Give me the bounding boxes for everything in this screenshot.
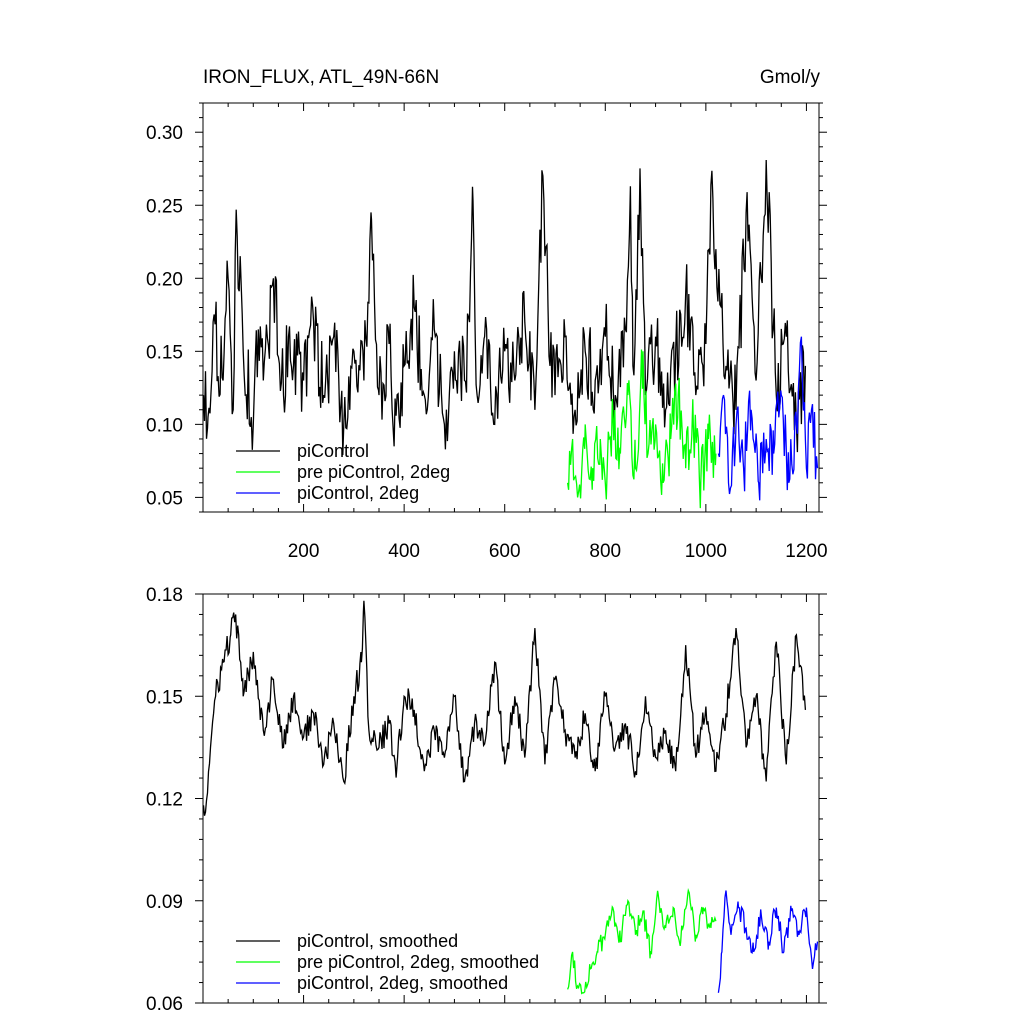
y-tick-label: 0.18	[146, 585, 183, 606]
x-tick-label: 800	[589, 541, 621, 562]
x-tick-label: 200	[288, 541, 320, 562]
legend-label: piControl, 2deg	[297, 483, 419, 503]
y-tick-label: 0.20	[146, 269, 183, 290]
y-tick-label: 0.10	[146, 415, 183, 436]
legend-label: piControl	[297, 441, 369, 461]
series-line-2	[566, 888, 717, 995]
plot-frame	[202, 593, 820, 1004]
series-line-1	[202, 159, 807, 456]
series-group	[202, 600, 819, 995]
y-tick-label: 0.05	[146, 488, 183, 509]
x-tick-label: 600	[489, 541, 521, 562]
series-line-1	[202, 600, 807, 816]
top-chart: IRON_FLUX, ATL_49N-66N Gmol/y 0.050.100.…	[146, 67, 828, 562]
series-line-3	[717, 890, 819, 993]
legend-label: piControl, 2deg, smoothed	[297, 973, 508, 993]
y-tick-label: 0.12	[146, 790, 183, 811]
legend-label: pre piControl, 2deg	[297, 462, 450, 482]
legend-label: pre piControl, 2deg, smoothed	[297, 952, 539, 972]
series-group	[202, 159, 819, 509]
tick-marks	[195, 102, 827, 513]
y-tick-label: 0.30	[146, 123, 183, 144]
y-tick-label: 0.15	[146, 687, 183, 708]
chart-title: IRON_FLUX, ATL_49N-66N	[203, 67, 439, 88]
tick-labels: 0.06 0.09 0.12 0.15 0.18	[146, 585, 183, 1015]
series-line-3	[717, 336, 819, 501]
x-tick-label: 1200	[785, 541, 827, 562]
legend-label: piControl, smoothed	[297, 931, 458, 951]
plot-frame	[202, 102, 820, 513]
y-tick-label: 0.06	[146, 994, 183, 1015]
y-tick-label: 0.25	[146, 196, 183, 217]
tick-marks	[195, 593, 827, 1004]
x-tick-label: 400	[388, 541, 420, 562]
y-tick-label: 0.09	[146, 892, 183, 913]
series-line-2	[566, 349, 717, 509]
tick-labels: 0.05 0.10 0.15 0.20 0.25 0.30 200 400 600 800 1000…	[146, 123, 828, 562]
bottom-chart: 0.06 0.09 0.12 0.15 0.18 piControl, smoothed…	[146, 585, 827, 1015]
units-label: Gmol/y	[760, 67, 821, 88]
y-tick-label: 0.15	[146, 342, 183, 363]
x-tick-label: 1000	[685, 541, 727, 562]
